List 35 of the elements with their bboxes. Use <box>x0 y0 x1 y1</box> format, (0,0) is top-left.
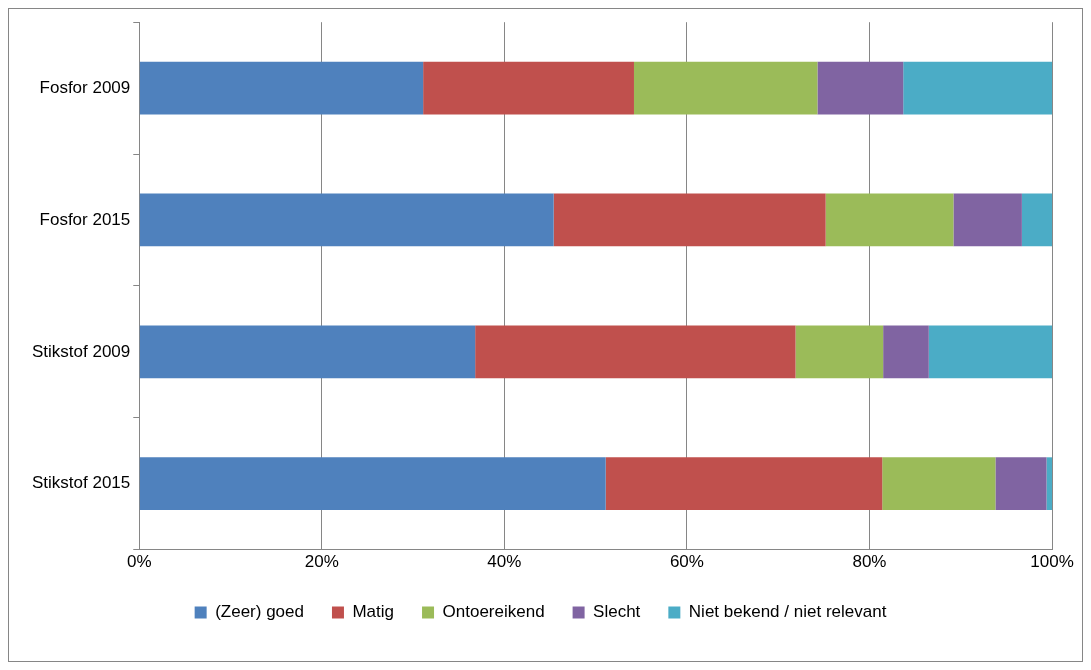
legend-label: Slecht <box>593 602 641 622</box>
bar <box>883 325 929 379</box>
y-tick-label: Stikstof 2015 <box>32 473 131 493</box>
bar <box>139 61 424 115</box>
bar <box>423 61 634 115</box>
bar <box>1021 193 1052 247</box>
bar <box>795 325 884 379</box>
bar <box>953 193 1022 247</box>
bar <box>139 325 476 379</box>
bar <box>633 61 818 115</box>
legend-label: Ontoereikend <box>442 602 545 622</box>
bar <box>825 193 954 247</box>
bar <box>553 193 826 247</box>
x-tick-label: 20% <box>304 552 339 572</box>
bar <box>995 457 1047 511</box>
legend-label: Matig <box>352 602 395 622</box>
legend-label: Niet bekend / niet relevant <box>688 602 887 622</box>
bar <box>903 61 1052 115</box>
x-tick-label: 80% <box>852 552 887 572</box>
bar <box>928 325 1052 379</box>
bar <box>1046 457 1052 511</box>
bar <box>605 457 883 511</box>
y-tick-label: Stikstof 2009 <box>32 341 131 361</box>
bar <box>817 61 904 115</box>
x-tick-label: 0% <box>126 552 152 572</box>
bar <box>139 193 554 247</box>
x-tick-label: 60% <box>669 552 704 572</box>
y-tick-label: Fosfor 2015 <box>39 209 131 229</box>
x-tick-label: 40% <box>487 552 522 572</box>
bar <box>139 457 606 511</box>
bar <box>882 457 996 511</box>
legend-label: (Zeer) goed <box>215 602 304 622</box>
x-tick-label: 100% <box>1030 552 1074 572</box>
y-tick-label: Fosfor 2009 <box>39 77 131 97</box>
bar <box>475 325 796 379</box>
